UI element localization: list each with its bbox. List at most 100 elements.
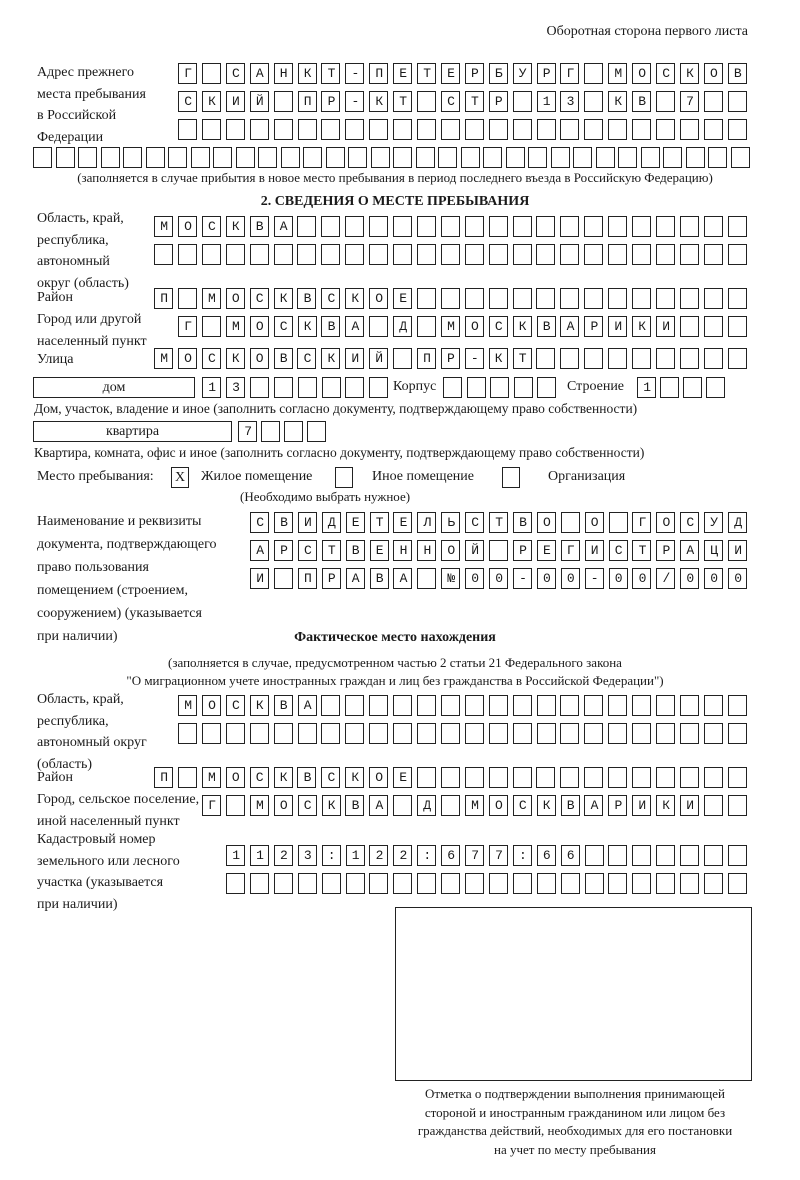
char-cell[interactable]	[706, 377, 725, 398]
char-cell[interactable]	[536, 288, 556, 309]
char-cell[interactable]	[608, 91, 628, 112]
char-cell[interactable]	[321, 767, 341, 788]
char-cell[interactable]	[154, 216, 173, 237]
char-cell[interactable]	[655, 767, 675, 788]
char-cell[interactable]	[536, 119, 556, 140]
char-cell[interactable]	[727, 288, 747, 309]
char-cell[interactable]	[273, 512, 293, 533]
char-cell[interactable]	[417, 845, 437, 866]
char-cell[interactable]	[345, 63, 365, 84]
char-cell[interactable]	[393, 540, 413, 561]
char-cell[interactable]	[632, 795, 652, 816]
char-cell[interactable]	[201, 348, 221, 369]
char-cell[interactable]	[273, 795, 293, 816]
char-cell[interactable]	[249, 695, 269, 716]
char-cell[interactable]	[536, 216, 556, 237]
char-cell[interactable]	[679, 767, 699, 788]
char-cell[interactable]	[512, 63, 532, 84]
char-cell[interactable]	[465, 540, 485, 561]
char-cell[interactable]	[703, 244, 723, 265]
char-cell[interactable]	[584, 540, 604, 561]
char-cell[interactable]	[249, 316, 269, 337]
char-cell[interactable]	[632, 288, 651, 309]
char-cell[interactable]	[488, 91, 508, 112]
char-cell[interactable]	[488, 695, 508, 716]
char-cell[interactable]	[393, 63, 413, 84]
char-cell[interactable]	[584, 873, 604, 894]
char-cell[interactable]	[393, 845, 413, 866]
char-cell[interactable]	[369, 288, 389, 309]
char-cell[interactable]	[190, 147, 210, 168]
char-cell[interactable]	[660, 377, 679, 398]
char-cell[interactable]	[154, 767, 173, 788]
char-cell[interactable]	[618, 147, 637, 168]
char-cell[interactable]	[560, 540, 580, 561]
char-cell[interactable]	[416, 348, 436, 369]
char-cell[interactable]	[249, 288, 269, 309]
char-cell[interactable]	[321, 91, 341, 112]
char-cell[interactable]	[584, 288, 604, 309]
char-cell[interactable]	[348, 147, 367, 168]
char-cell[interactable]	[202, 377, 221, 398]
char-cell[interactable]	[321, 540, 341, 561]
char-cell[interactable]	[573, 147, 592, 168]
char-cell[interactable]	[464, 216, 484, 237]
char-cell[interactable]	[440, 63, 460, 84]
char-cell[interactable]	[345, 91, 365, 112]
char-cell[interactable]	[440, 91, 460, 112]
char-cell[interactable]	[727, 695, 747, 716]
char-cell[interactable]	[703, 695, 723, 716]
char-cell[interactable]	[656, 873, 676, 894]
char-cell[interactable]	[297, 63, 317, 84]
char-cell[interactable]	[640, 147, 660, 168]
char-cell[interactable]	[321, 873, 341, 894]
char-cell[interactable]	[393, 695, 413, 716]
char-cell[interactable]	[679, 119, 699, 140]
char-cell[interactable]	[464, 723, 484, 744]
char-cell[interactable]	[608, 568, 628, 589]
char-cell[interactable]	[490, 377, 509, 398]
char-cell[interactable]	[417, 695, 436, 716]
char-cell[interactable]	[489, 568, 508, 589]
char-cell[interactable]	[178, 91, 197, 112]
char-cell[interactable]	[369, 695, 389, 716]
char-cell[interactable]	[201, 288, 221, 309]
char-cell[interactable]	[560, 723, 580, 744]
char-cell[interactable]	[440, 288, 460, 309]
char-cell[interactable]	[727, 119, 747, 140]
char-cell[interactable]	[393, 512, 413, 533]
char-cell[interactable]	[201, 723, 221, 744]
char-cell[interactable]	[560, 767, 580, 788]
char-cell[interactable]	[235, 147, 255, 168]
char-cell[interactable]	[201, 244, 221, 265]
char-cell[interactable]	[536, 540, 556, 561]
char-cell[interactable]	[703, 63, 723, 84]
char-cell[interactable]	[345, 723, 365, 744]
char-cell[interactable]	[321, 377, 341, 398]
char-cell[interactable]	[536, 695, 556, 716]
char-cell[interactable]	[536, 845, 556, 866]
char-cell[interactable]	[123, 147, 142, 168]
char-cell[interactable]	[225, 119, 245, 140]
char-cell[interactable]	[512, 119, 532, 140]
char-cell[interactable]	[608, 767, 628, 788]
char-cell[interactable]	[465, 512, 485, 533]
char-cell[interactable]	[100, 147, 120, 168]
char-cell[interactable]	[730, 147, 750, 168]
char-cell[interactable]	[440, 723, 460, 744]
char-cell[interactable]	[393, 795, 413, 816]
char-cell[interactable]	[727, 767, 747, 788]
char-cell[interactable]	[704, 873, 723, 894]
char-cell[interactable]	[225, 723, 245, 744]
char-cell[interactable]	[238, 421, 257, 442]
char-cell[interactable]	[441, 795, 460, 816]
char-cell[interactable]	[464, 244, 484, 265]
char-cell[interactable]	[560, 316, 580, 337]
char-cell[interactable]	[655, 244, 675, 265]
char-cell[interactable]	[460, 147, 480, 168]
char-cell[interactable]	[55, 147, 75, 168]
char-cell[interactable]	[528, 147, 547, 168]
char-cell[interactable]	[584, 119, 604, 140]
char-cell[interactable]	[584, 91, 604, 112]
char-cell[interactable]	[560, 873, 580, 894]
